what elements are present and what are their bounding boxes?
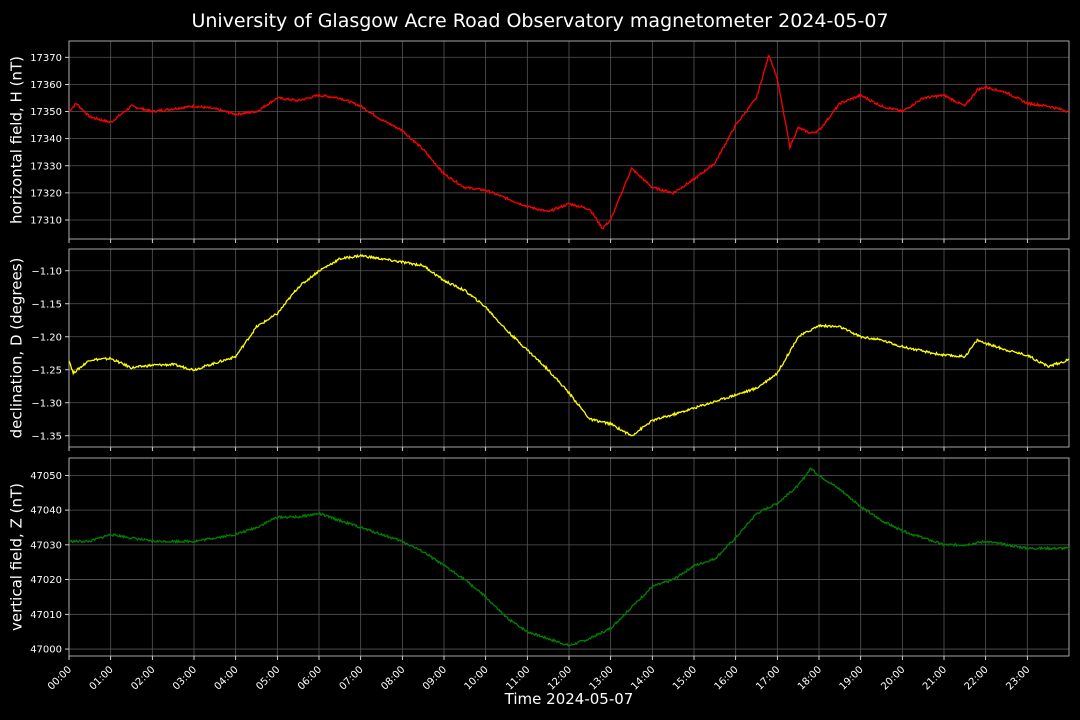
x-tick-label: 21:00 <box>921 664 949 692</box>
y-tick-label: 47020 <box>30 575 62 586</box>
x-tick-label: 18:00 <box>796 664 824 692</box>
y-tick-label: −1.10 <box>31 266 62 277</box>
y-axis-label: declination, D (degrees) <box>8 258 26 439</box>
x-tick-label: 05:00 <box>254 664 282 692</box>
panel-frame <box>68 248 1070 448</box>
panel-2: −1.35 −1.30 −1.25 −1.20 −1.15 −1.10 declinatio… <box>8 248 1070 451</box>
x-tick-label: 09:00 <box>421 664 449 692</box>
series-line <box>68 253 1070 437</box>
x-tick-label: 13:00 <box>588 664 616 692</box>
y-tick-label: 17310 <box>30 216 62 227</box>
x-tick-label: 11:00 <box>504 664 532 692</box>
x-tick-label: 06:00 <box>296 664 324 692</box>
x-axis-label: Time 2024-05-07 <box>504 690 634 708</box>
x-tick-label: 19:00 <box>838 664 866 692</box>
chart-title: University of Glasgow Acre Road Observat… <box>191 10 889 32</box>
x-tick-label: 02:00 <box>129 664 157 692</box>
series-line <box>68 54 1070 229</box>
series-line <box>68 467 1070 647</box>
x-tick-label: 08:00 <box>379 664 407 692</box>
y-tick-label: −1.20 <box>31 332 62 343</box>
x-tick-label: 10:00 <box>463 664 491 692</box>
y-tick-label: 17370 <box>30 53 62 64</box>
x-tick-label: 23:00 <box>1004 664 1032 692</box>
y-tick-label: 47010 <box>30 610 62 621</box>
y-tick-label: 17350 <box>30 107 62 118</box>
y-tick-label: 47000 <box>30 645 62 656</box>
panel-frame <box>68 40 1070 240</box>
x-tick-label: 15:00 <box>671 664 699 692</box>
x-tick-label: 17:00 <box>754 664 782 692</box>
y-tick-label: 47050 <box>30 471 62 482</box>
x-tick-label: 16:00 <box>713 664 741 692</box>
y-tick-label: 17330 <box>30 161 62 172</box>
y-tick-label: 17360 <box>30 80 62 91</box>
y-tick-label: 47030 <box>30 540 62 551</box>
x-tick-label: 12:00 <box>546 664 574 692</box>
y-tick-label: −1.15 <box>31 299 62 310</box>
y-tick-label: −1.30 <box>31 398 62 409</box>
y-axis-label: horizontal field, H (nT) <box>8 56 26 224</box>
panel-1: 17310 17320 17330 17340 17350 17360 17370 horiz… <box>8 40 1070 243</box>
x-tick-label: 01:00 <box>88 664 116 692</box>
y-tick-label: −1.35 <box>31 431 62 442</box>
y-tick-label: −1.25 <box>31 365 62 376</box>
x-tick-label: 22:00 <box>963 664 991 692</box>
y-tick-label: 17320 <box>30 188 62 199</box>
y-tick-label: 17340 <box>30 134 62 145</box>
x-tick-label: 20:00 <box>879 664 907 692</box>
y-tick-label: 47040 <box>30 506 62 517</box>
x-tick-label: 03:00 <box>171 664 199 692</box>
x-tick-label: 00:00 <box>46 664 74 692</box>
panel-3: 47000 47010 47020 47030 47040 47050 vertical f… <box>8 457 1070 693</box>
x-tick-label: 04:00 <box>213 664 241 692</box>
y-axis-label: vertical field, Z (nT) <box>8 483 26 631</box>
x-tick-label: 07:00 <box>338 664 366 692</box>
panel-frame <box>68 457 1070 657</box>
x-tick-label: 14:00 <box>629 664 657 692</box>
